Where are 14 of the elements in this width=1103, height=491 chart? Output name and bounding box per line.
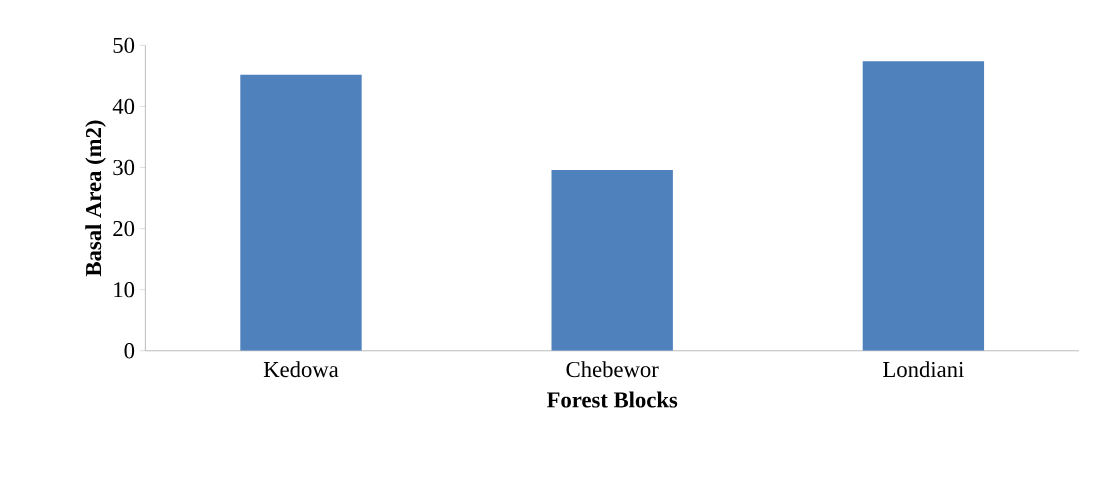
x-tick-label: Kedowa [263,361,339,378]
y-tick-label: 20 [113,221,135,237]
y-axis-title: Basal Area (m2) [85,120,106,277]
x-tick-label: Chebewor [566,361,659,378]
bar [551,170,673,351]
x-axis-title: Forest Blocks [546,391,678,408]
y-tick-label: 0 [124,343,135,359]
y-tick-label: 10 [114,282,135,298]
bar [240,74,362,351]
y-tick-label: 50 [113,37,135,54]
y-tick-label: 40 [112,98,135,115]
x-tick-label: Londiani [883,361,964,378]
bar [862,61,985,351]
y-tick-label: 30 [113,159,135,176]
